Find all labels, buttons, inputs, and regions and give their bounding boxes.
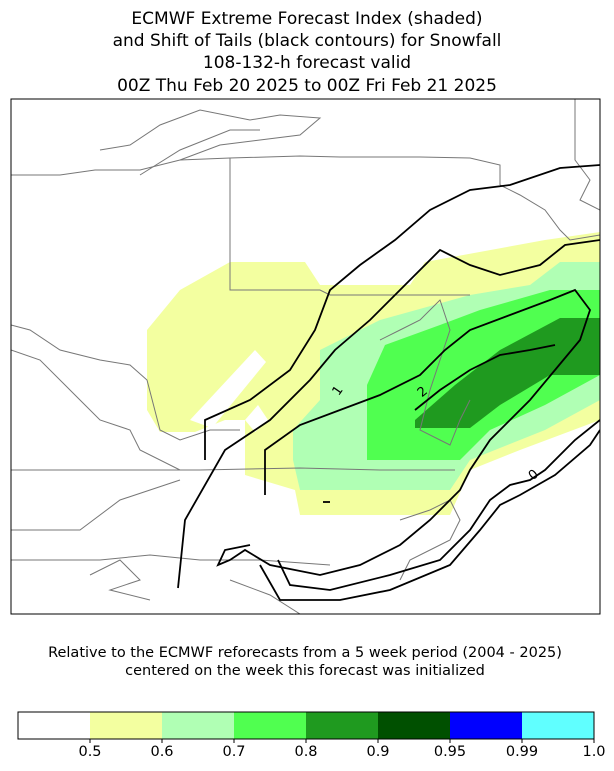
colorbar-tick-label: 0.7 bbox=[222, 744, 245, 760]
note-line: Relative to the ECMWF reforecasts from a… bbox=[48, 645, 562, 661]
colorbar-tick-label: 0.99 bbox=[506, 744, 538, 760]
colorbar-tick-label: 0.5 bbox=[78, 744, 101, 760]
title-line: 108-132-h forecast valid bbox=[203, 53, 411, 73]
note-line: centered on the week this forecast was i… bbox=[125, 663, 485, 679]
colorbar-box bbox=[90, 712, 162, 739]
title-line: and Shift of Tails (black contours) for … bbox=[113, 31, 502, 51]
map-frame bbox=[10, 98, 601, 615]
colorbar-tick-label: 0.9 bbox=[366, 744, 389, 760]
colorbar-box bbox=[450, 712, 522, 739]
map: 1 2 0 bbox=[11, 99, 600, 614]
colorbar-tick-label: 0.6 bbox=[150, 744, 173, 760]
title-line: 00Z Thu Feb 20 2025 to 00Z Fri Feb 21 20… bbox=[117, 76, 497, 96]
colorbar-box bbox=[234, 712, 306, 739]
colorbar-box bbox=[18, 712, 90, 739]
colorbar-box bbox=[306, 712, 378, 739]
colorbar-tick-label: 1.0 bbox=[582, 744, 605, 760]
colorbar-tick-label: 0.8 bbox=[294, 744, 317, 760]
colorbar-box bbox=[162, 712, 234, 739]
title-line: ECMWF Extreme Forecast Index (shaded) bbox=[131, 9, 482, 29]
colorbar-box bbox=[378, 712, 450, 739]
colorbar-box bbox=[522, 712, 594, 739]
colorbar: 0.5 0.6 0.7 0.8 0.9 0.95 0.99 1.0 bbox=[17, 711, 606, 760]
colorbar-tick-label: 0.95 bbox=[434, 744, 466, 760]
